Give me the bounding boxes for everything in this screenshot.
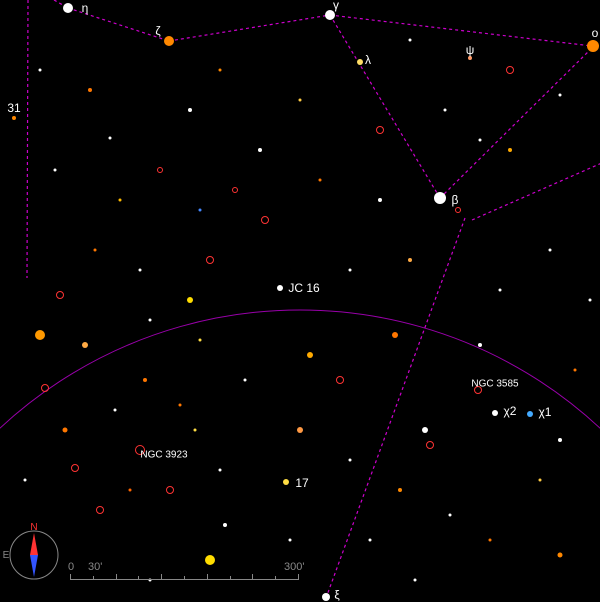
field-star <box>119 199 122 202</box>
field-star <box>307 352 313 358</box>
dso-ring <box>56 291 64 299</box>
field-star <box>54 169 57 172</box>
field-star <box>63 428 68 433</box>
field-star <box>82 342 88 348</box>
field-star <box>422 427 428 433</box>
named-star <box>587 40 599 52</box>
star-label: ζ <box>155 24 160 38</box>
dso-ring <box>206 256 214 264</box>
star-label: ψ <box>466 43 475 57</box>
star-label: χ2 <box>504 404 517 418</box>
svg-text:E: E <box>3 550 10 561</box>
field-star <box>449 514 452 517</box>
dso-ring <box>336 376 344 384</box>
field-star <box>143 378 147 382</box>
dso-ring <box>157 167 163 173</box>
dso-ring <box>41 384 49 392</box>
field-star <box>409 39 412 42</box>
field-star <box>444 109 447 112</box>
field-star <box>187 297 193 303</box>
named-star <box>527 411 533 417</box>
field-star <box>219 469 222 472</box>
dso-ring <box>166 486 174 494</box>
named-star <box>12 116 16 120</box>
field-star <box>589 299 592 302</box>
star-label: λ <box>365 53 371 67</box>
dso-label: NGC 3585 <box>471 379 518 390</box>
star-label: JC 16 <box>288 281 319 295</box>
field-star <box>179 404 182 407</box>
field-star <box>244 379 247 382</box>
field-star <box>297 427 303 433</box>
named-star <box>277 285 283 291</box>
dso-ring <box>455 207 461 213</box>
field-star <box>139 269 142 272</box>
dso-ring <box>71 464 79 472</box>
star-label: χ1 <box>539 405 552 419</box>
field-star <box>219 69 222 72</box>
field-star <box>114 409 117 412</box>
field-star <box>414 579 417 582</box>
field-star <box>499 289 502 292</box>
field-star <box>539 479 542 482</box>
field-star <box>188 108 192 112</box>
field-star <box>489 539 492 542</box>
field-star <box>408 258 412 262</box>
star-label: η <box>82 1 89 15</box>
field-star <box>149 319 152 322</box>
star-label: β <box>452 193 459 207</box>
field-star <box>508 148 512 152</box>
star-label: γ <box>333 0 339 12</box>
field-star <box>39 69 42 72</box>
field-star <box>559 94 562 97</box>
field-star <box>88 88 92 92</box>
field-star <box>349 459 352 462</box>
field-star <box>398 488 402 492</box>
field-star <box>129 489 132 492</box>
field-star <box>194 429 197 432</box>
field-star <box>479 139 482 142</box>
field-star <box>109 137 112 140</box>
named-star <box>283 479 289 485</box>
field-star <box>24 479 27 482</box>
dso-ring <box>506 66 514 74</box>
named-star <box>63 3 73 13</box>
field-star <box>378 198 382 202</box>
svg-text:N: N <box>30 522 37 533</box>
dso-ring <box>96 506 104 514</box>
dso-ring <box>426 441 434 449</box>
dso-label: NGC 3923 <box>140 450 187 461</box>
star-label: 17 <box>295 476 308 490</box>
field-star <box>299 99 302 102</box>
field-star <box>574 369 577 372</box>
field-star <box>392 332 398 338</box>
named-star <box>164 36 174 46</box>
field-star <box>199 339 202 342</box>
field-star <box>199 209 202 212</box>
field-star <box>558 553 563 558</box>
dso-ring <box>261 216 269 224</box>
scale-bar: 030'300' <box>70 567 298 587</box>
named-star <box>434 192 446 204</box>
field-star <box>349 269 352 272</box>
field-star <box>478 343 482 347</box>
field-star <box>205 555 215 565</box>
field-star <box>94 249 97 252</box>
field-star <box>35 330 45 340</box>
star-label: ο <box>592 26 599 40</box>
field-star <box>223 523 227 527</box>
dso-ring <box>376 126 384 134</box>
field-star <box>369 539 372 542</box>
field-star <box>549 249 552 252</box>
field-star <box>289 539 292 542</box>
star-label: 31 <box>7 101 20 115</box>
dso-ring <box>232 187 238 193</box>
field-star <box>558 438 562 442</box>
named-star <box>357 59 363 65</box>
field-star <box>319 179 322 182</box>
field-star <box>258 148 262 152</box>
named-star <box>492 410 498 416</box>
